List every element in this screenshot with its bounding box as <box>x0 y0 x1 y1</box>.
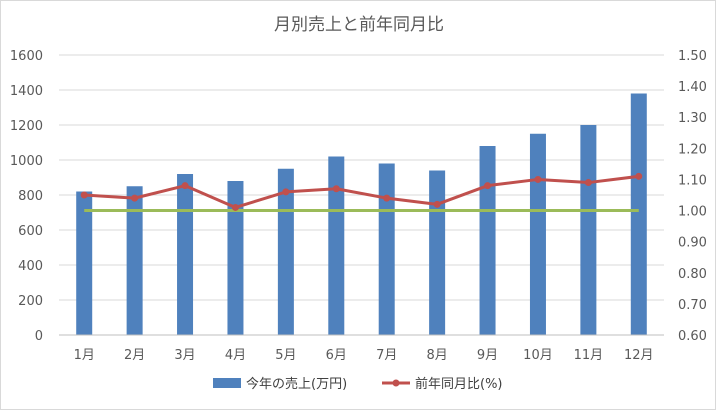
x-tick-label: 3月 <box>174 348 195 363</box>
ratio-point <box>383 194 391 202</box>
ratio-line <box>84 174 639 209</box>
x-tick-label: 7月 <box>376 348 397 363</box>
x-tick-label: 5月 <box>275 348 296 363</box>
right-tick-label: 1.00 <box>678 205 707 220</box>
left-axis: 0 200 400 600 800 1000 1200 1400 1600 <box>10 49 43 344</box>
ratio-point <box>231 203 239 211</box>
ratio-line-group <box>80 172 643 211</box>
bar <box>479 146 496 335</box>
ratio-point <box>484 182 492 190</box>
x-tick-label: 12月 <box>624 348 654 363</box>
legend: 今年の売上(万円) 前年同月比(%) <box>213 376 503 392</box>
x-axis: 1月 2月 3月 4月 5月 6月 7月 8月 9月 10月 11月 12月 <box>59 334 664 363</box>
gridlines <box>59 54 664 336</box>
x-tick-label: 11月 <box>574 348 604 363</box>
bar <box>529 133 546 335</box>
right-tick-label: 1.10 <box>678 173 707 188</box>
ratio-point <box>131 194 139 202</box>
right-tick-label: 0.80 <box>678 267 707 282</box>
bar <box>429 170 446 335</box>
left-tick-label: 600 <box>18 224 43 239</box>
bar <box>630 93 647 335</box>
x-tick-label: 4月 <box>225 348 246 363</box>
left-tick-label: 1600 <box>10 49 43 64</box>
left-tick-label: 1400 <box>10 84 43 99</box>
ratio-point <box>433 200 441 208</box>
ratio-point <box>534 175 542 183</box>
legend-line-marker <box>392 379 400 387</box>
right-axis: 0.60 0.70 0.80 0.90 1.00 1.10 1.20 1.30 1.40 1.50 <box>678 49 707 344</box>
ratio-point <box>80 191 88 199</box>
bar <box>378 163 395 335</box>
left-tick-label: 1200 <box>10 119 43 134</box>
right-tick-label: 0.90 <box>678 236 707 251</box>
left-tick-label: 0 <box>35 329 43 344</box>
right-tick-label: 0.60 <box>678 329 707 344</box>
chart-title: 月別売上と前年同月比 <box>274 15 444 35</box>
right-tick-label: 1.30 <box>678 111 707 126</box>
bar <box>177 174 194 335</box>
x-tick-label: 6月 <box>326 348 347 363</box>
right-tick-label: 1.50 <box>678 49 707 64</box>
x-tick-label: 10月 <box>523 348 553 363</box>
ratio-point <box>181 182 189 190</box>
x-tick-label: 8月 <box>426 348 447 363</box>
right-tick-label: 1.40 <box>678 80 707 95</box>
bar <box>328 156 345 335</box>
bar <box>580 125 597 335</box>
x-tick-label: 9月 <box>477 348 498 363</box>
bar <box>126 186 143 335</box>
x-tick-label: 2月 <box>124 348 145 363</box>
legend-line-label: 前年同月比(%) <box>415 376 503 392</box>
left-tick-label: 200 <box>18 294 43 309</box>
legend-bar-label: 今年の売上(万円) <box>246 376 347 392</box>
bars <box>76 93 647 335</box>
ratio-point <box>635 172 643 180</box>
right-tick-label: 1.20 <box>678 142 707 157</box>
ratio-point <box>584 179 592 187</box>
bar <box>227 181 244 335</box>
bar <box>76 191 93 335</box>
x-tick-label: 1月 <box>74 348 95 363</box>
ratio-point <box>332 185 340 193</box>
ratio-point <box>282 188 290 196</box>
left-tick-label: 800 <box>18 189 43 204</box>
left-tick-label: 400 <box>18 259 43 274</box>
right-tick-label: 0.70 <box>678 298 707 313</box>
legend-bar-swatch <box>213 378 241 388</box>
left-tick-label: 1000 <box>10 154 43 169</box>
